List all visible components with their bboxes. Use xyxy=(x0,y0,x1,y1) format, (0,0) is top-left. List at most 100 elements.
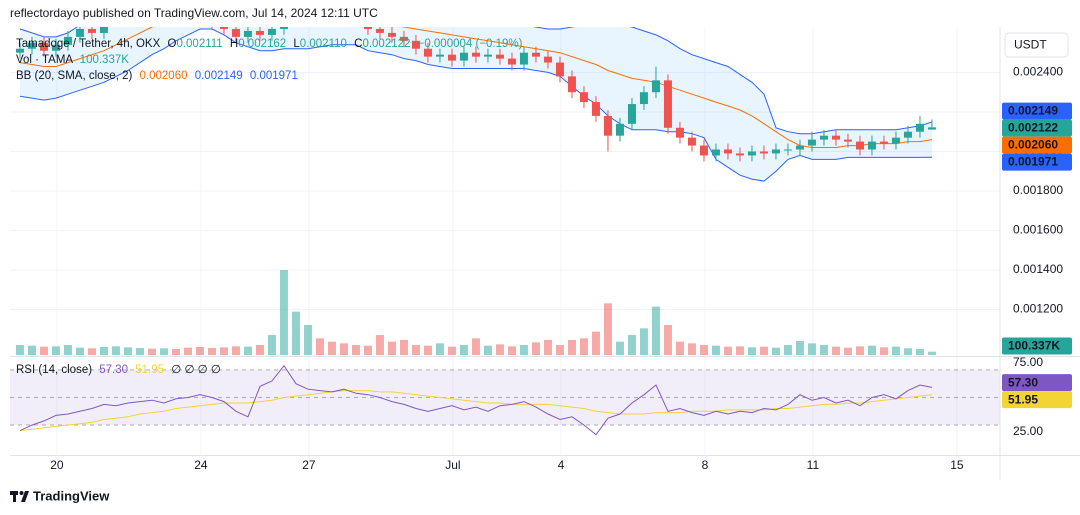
bb-lower-value: 0.001971 xyxy=(250,70,298,82)
price-badge-label: 0.002060 xyxy=(1008,138,1058,152)
volume-bar xyxy=(459,345,468,355)
volume-bar xyxy=(807,343,816,355)
grid xyxy=(10,27,1000,455)
candle-body xyxy=(255,30,264,35)
candle-body xyxy=(495,54,504,59)
candle-body xyxy=(927,127,936,130)
rsi-tick-label: 25.00 xyxy=(1013,424,1043,438)
x-tick-label: 15 xyxy=(950,458,964,472)
volume-bar xyxy=(411,345,420,355)
candle-body xyxy=(63,36,72,45)
candle-body xyxy=(903,131,912,138)
volume-bar xyxy=(831,346,840,355)
candle-body xyxy=(243,30,252,37)
x-tick-label: 27 xyxy=(302,458,316,472)
volume-bar xyxy=(231,346,240,355)
y-tick-label: 0.001400 xyxy=(1013,262,1063,276)
volume-bar xyxy=(723,346,732,355)
volume-bar xyxy=(819,345,828,355)
volume-bar xyxy=(591,331,600,355)
rsi-legend-extra: ∅ ∅ ∅ ∅ xyxy=(171,364,221,376)
candle-body xyxy=(615,123,624,136)
y-tick-label: 0.001800 xyxy=(1013,183,1063,197)
candle-body xyxy=(783,149,792,151)
volume-bar xyxy=(627,335,636,355)
bb-upper xyxy=(19,27,933,135)
volume-bar xyxy=(519,345,528,355)
symbol-legend: Tamadoge / Tether, 4h, OKX O0.002111 H0.… xyxy=(16,38,523,50)
rsi-line xyxy=(19,364,933,436)
candle-body xyxy=(819,135,828,140)
candle-body xyxy=(471,52,480,57)
price-badge xyxy=(1002,102,1072,120)
volume-bar xyxy=(915,349,924,355)
candle-body xyxy=(807,139,816,146)
bb-lower xyxy=(19,28,933,182)
candle-body xyxy=(519,52,528,65)
volume-bar xyxy=(495,344,504,355)
volume-legend-title: Vol · TAMA xyxy=(16,54,73,66)
volume-badge xyxy=(1002,337,1072,355)
candle-body xyxy=(279,27,288,29)
volume-legend: Vol · TAMA 100.337K xyxy=(16,54,129,66)
volume-bar xyxy=(507,346,516,355)
candle-body xyxy=(15,48,24,53)
candle-body xyxy=(735,153,744,156)
candle-body xyxy=(219,27,228,29)
candle-body xyxy=(603,115,612,136)
candle-body xyxy=(723,149,732,154)
volume-bar xyxy=(471,338,480,355)
volume-bar xyxy=(927,351,936,355)
candle-body xyxy=(855,141,864,150)
bb-upper-value: 0.002149 xyxy=(195,70,243,82)
volume-bar xyxy=(711,345,720,355)
candle-body xyxy=(423,48,432,57)
bb-fill xyxy=(20,27,932,182)
candle-body xyxy=(627,104,636,124)
candle-body xyxy=(795,145,804,150)
price-badge xyxy=(1002,153,1072,171)
volume-bar xyxy=(687,343,696,355)
price-badge xyxy=(1002,136,1072,154)
rsi-tick-label: 75.00 xyxy=(1013,355,1043,369)
rsi-ma-legend-value: 51.95 xyxy=(135,364,164,376)
volume-bar xyxy=(663,325,672,355)
volume-bar xyxy=(651,306,660,355)
candle-body xyxy=(915,123,924,132)
bb-legend: BB (20, SMA, close, 2) 0.002060 0.002149… xyxy=(16,70,298,82)
volume-bar xyxy=(615,341,624,355)
candle-body xyxy=(231,28,240,37)
volume-bar xyxy=(699,345,708,355)
candle-body xyxy=(27,42,36,49)
volume-bar xyxy=(387,341,396,355)
candle-body xyxy=(75,28,84,37)
volume-bar xyxy=(63,345,72,355)
y-tick-label: 0.001200 xyxy=(1013,302,1063,316)
volume-bar xyxy=(747,347,756,355)
volume-bar xyxy=(351,345,360,355)
volume-bar xyxy=(903,348,912,355)
volume-bar xyxy=(279,270,288,355)
candle-body xyxy=(663,80,672,128)
currency-button[interactable] xyxy=(1004,32,1069,58)
currency[interactable]: USDT xyxy=(1014,38,1047,52)
candle-body xyxy=(459,52,468,61)
volume-bar xyxy=(675,341,684,355)
candle-body xyxy=(771,149,780,154)
volume-bar xyxy=(303,325,312,355)
bb-basis xyxy=(19,27,933,148)
volume-bar xyxy=(27,345,36,355)
volume-bar xyxy=(567,340,576,355)
volume-legend-value: 100.337K xyxy=(80,54,130,66)
candle-body xyxy=(363,27,372,29)
brand-logo xyxy=(10,491,29,502)
change: −0.000004 (−0.19%) xyxy=(418,38,523,50)
candle-body xyxy=(87,28,96,33)
candle-body xyxy=(507,58,516,65)
volume-bar xyxy=(843,347,852,355)
volume-bar xyxy=(555,345,564,355)
volume-bar xyxy=(531,342,540,355)
candle-body xyxy=(435,54,444,57)
candle-body xyxy=(543,56,552,63)
